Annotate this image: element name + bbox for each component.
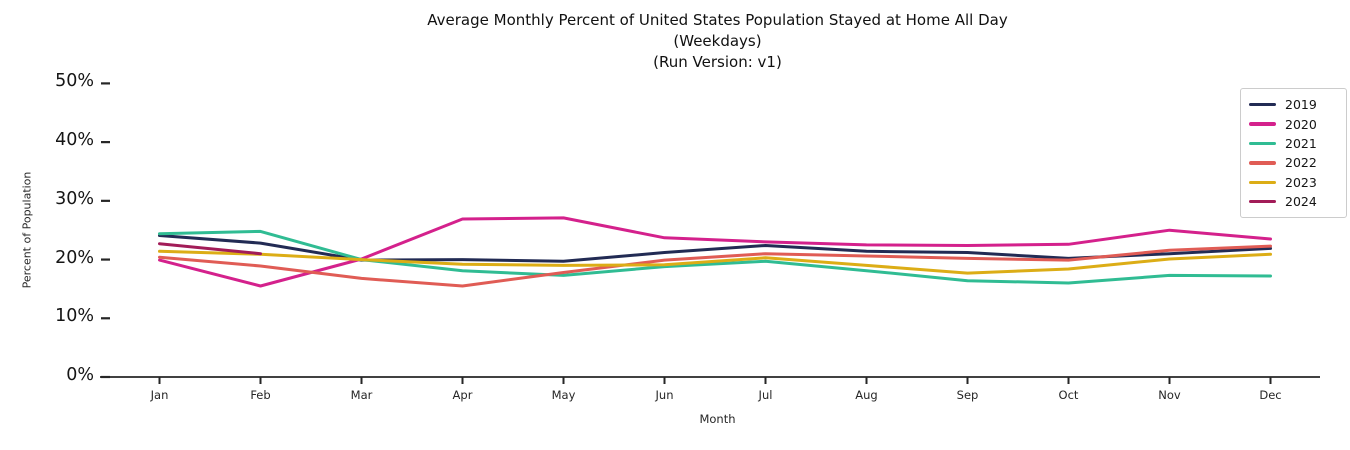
legend-label-2022: 2022 — [1285, 155, 1317, 171]
x-tick-label: Sep — [956, 388, 979, 402]
x-tick-label: Aug — [855, 388, 878, 402]
legend-item-2024: 2024 — [1249, 192, 1338, 211]
x-axis-label: Month — [699, 412, 736, 426]
legend-swatch-2021 — [1249, 141, 1276, 146]
legend-item-2020: 2020 — [1249, 114, 1338, 133]
series-line-2022 — [158, 244, 1272, 288]
x-tick-label: Mar — [350, 388, 373, 402]
chart-title-block: Average Monthly Percent of United States… — [85, 10, 1350, 73]
x-tick-label: May — [551, 388, 576, 402]
legend-label-2020: 2020 — [1285, 116, 1317, 132]
chart-subtitle: (Weekdays) — [673, 32, 762, 50]
legend-label-2019: 2019 — [1285, 97, 1317, 113]
x-tick-labels: Jan Feb Mar Apr May Jun Jul Aug Sep Oct Nov Dec — [0, 388, 1350, 408]
x-tick-label: Oct — [1058, 388, 1079, 402]
x-tick-label: Apr — [452, 388, 473, 402]
legend-swatch-2020 — [1249, 122, 1276, 126]
y-tick-label: 20% — [55, 247, 94, 268]
series-line-2021 — [158, 229, 1272, 285]
series-line-2024 — [158, 242, 262, 256]
legend-item-2019: 2019 — [1249, 95, 1338, 114]
x-tick-label: Nov — [1158, 388, 1181, 402]
legend-label-2021: 2021 — [1285, 135, 1317, 151]
legend-label-2024: 2024 — [1285, 194, 1317, 210]
series-line-2023 — [158, 249, 1272, 275]
legend-swatch-2024 — [1249, 199, 1276, 204]
chart-title: Average Monthly Percent of United States… — [427, 11, 1008, 29]
legend-item-2022: 2022 — [1249, 153, 1338, 172]
x-tick-label: Dec — [1259, 388, 1282, 402]
legend-swatch-2022 — [1249, 161, 1276, 165]
legend-label-2023: 2023 — [1285, 174, 1317, 190]
y-tick-label: 40% — [55, 130, 94, 151]
legend-swatch-2019 — [1249, 102, 1276, 107]
chart-run-version: (Run Version: v1) — [653, 53, 782, 71]
y-tick-labels: 0% 10% 20% 30% 40% 50% — [28, 0, 94, 450]
x-tick-label: Jan — [150, 388, 169, 402]
x-tick-label: Feb — [250, 388, 271, 402]
y-tick-label: 30% — [55, 188, 94, 209]
legend-item-2023: 2023 — [1249, 173, 1338, 192]
x-tick-label: Jul — [758, 388, 773, 402]
y-tick-label: 0% — [66, 365, 94, 385]
legend-swatch-2023 — [1249, 180, 1276, 184]
x-tick-label: Jun — [655, 388, 674, 402]
series-line-2020 — [158, 216, 1272, 288]
y-tick-label: 50% — [55, 71, 94, 92]
legend-item-2021: 2021 — [1249, 134, 1338, 153]
y-tick-label: 10% — [55, 306, 94, 327]
legend: 2019 2020 2021 2022 2023 2024 — [1240, 88, 1347, 219]
